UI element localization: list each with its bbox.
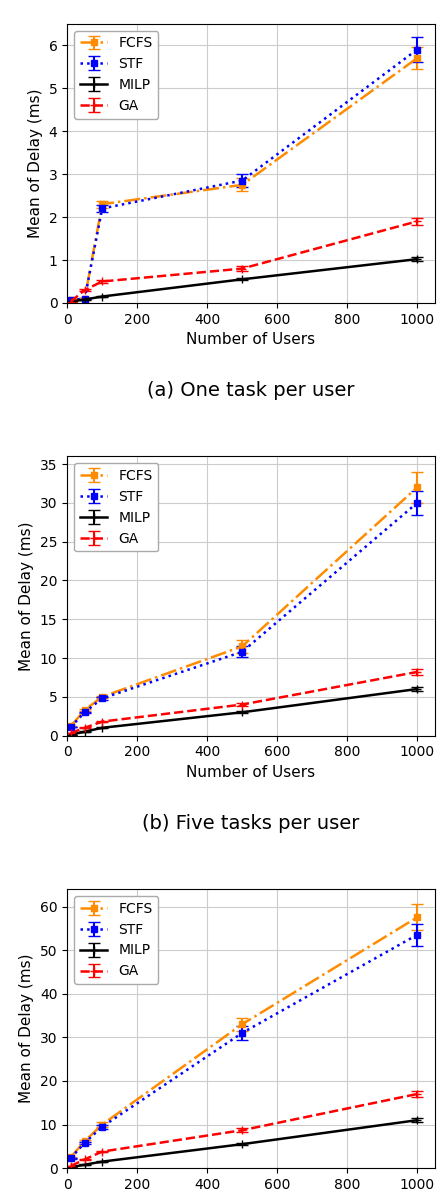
X-axis label: Number of Users: Number of Users bbox=[186, 333, 315, 347]
Legend: FCFS, STF, MILP, GA: FCFS, STF, MILP, GA bbox=[74, 896, 159, 983]
Y-axis label: Mean of Delay (ms): Mean of Delay (ms) bbox=[19, 521, 34, 671]
Y-axis label: Mean of Delay (ms): Mean of Delay (ms) bbox=[19, 954, 34, 1104]
Y-axis label: Mean of Delay (ms): Mean of Delay (ms) bbox=[28, 88, 43, 238]
X-axis label: Number of Users: Number of Users bbox=[186, 765, 315, 780]
Legend: FCFS, STF, MILP, GA: FCFS, STF, MILP, GA bbox=[74, 464, 159, 552]
Text: (b) Five tasks per user: (b) Five tasks per user bbox=[142, 814, 360, 833]
Legend: FCFS, STF, MILP, GA: FCFS, STF, MILP, GA bbox=[74, 31, 159, 119]
Text: (a) One task per user: (a) One task per user bbox=[147, 381, 355, 401]
